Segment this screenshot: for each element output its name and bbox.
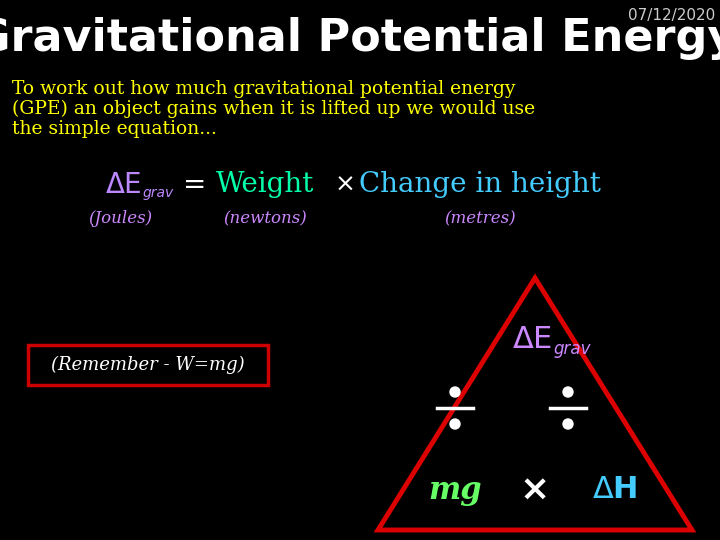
Text: To work out how much gravitational potential energy: To work out how much gravitational poten… xyxy=(12,80,516,98)
Text: (Remember - W=mg): (Remember - W=mg) xyxy=(51,356,245,374)
Text: (newtons): (newtons) xyxy=(223,210,307,227)
Text: ×: × xyxy=(520,473,550,507)
Text: the simple equation...: the simple equation... xyxy=(12,120,217,138)
Circle shape xyxy=(450,419,460,429)
Text: grav: grav xyxy=(143,186,174,200)
Text: =: = xyxy=(184,171,207,199)
Text: $\Delta$E: $\Delta$E xyxy=(105,171,142,199)
Text: Gravitational Potential Energy: Gravitational Potential Energy xyxy=(0,17,720,59)
Circle shape xyxy=(450,387,460,397)
Text: Change in height: Change in height xyxy=(359,172,601,199)
Text: (Joules): (Joules) xyxy=(88,210,152,227)
Circle shape xyxy=(563,387,573,397)
Text: grav: grav xyxy=(553,340,590,358)
Text: ×: × xyxy=(335,173,356,197)
Text: (GPE) an object gains when it is lifted up we would use: (GPE) an object gains when it is lifted … xyxy=(12,100,535,118)
Text: mg: mg xyxy=(428,475,482,505)
Text: $\Delta$E: $\Delta$E xyxy=(512,326,552,354)
Polygon shape xyxy=(378,278,692,530)
Text: 07/12/2020: 07/12/2020 xyxy=(628,8,715,23)
Circle shape xyxy=(563,419,573,429)
Text: Weight: Weight xyxy=(216,172,314,199)
Text: $\Delta$H: $\Delta$H xyxy=(593,476,638,504)
Bar xyxy=(28,345,268,385)
Text: (metres): (metres) xyxy=(444,210,516,227)
